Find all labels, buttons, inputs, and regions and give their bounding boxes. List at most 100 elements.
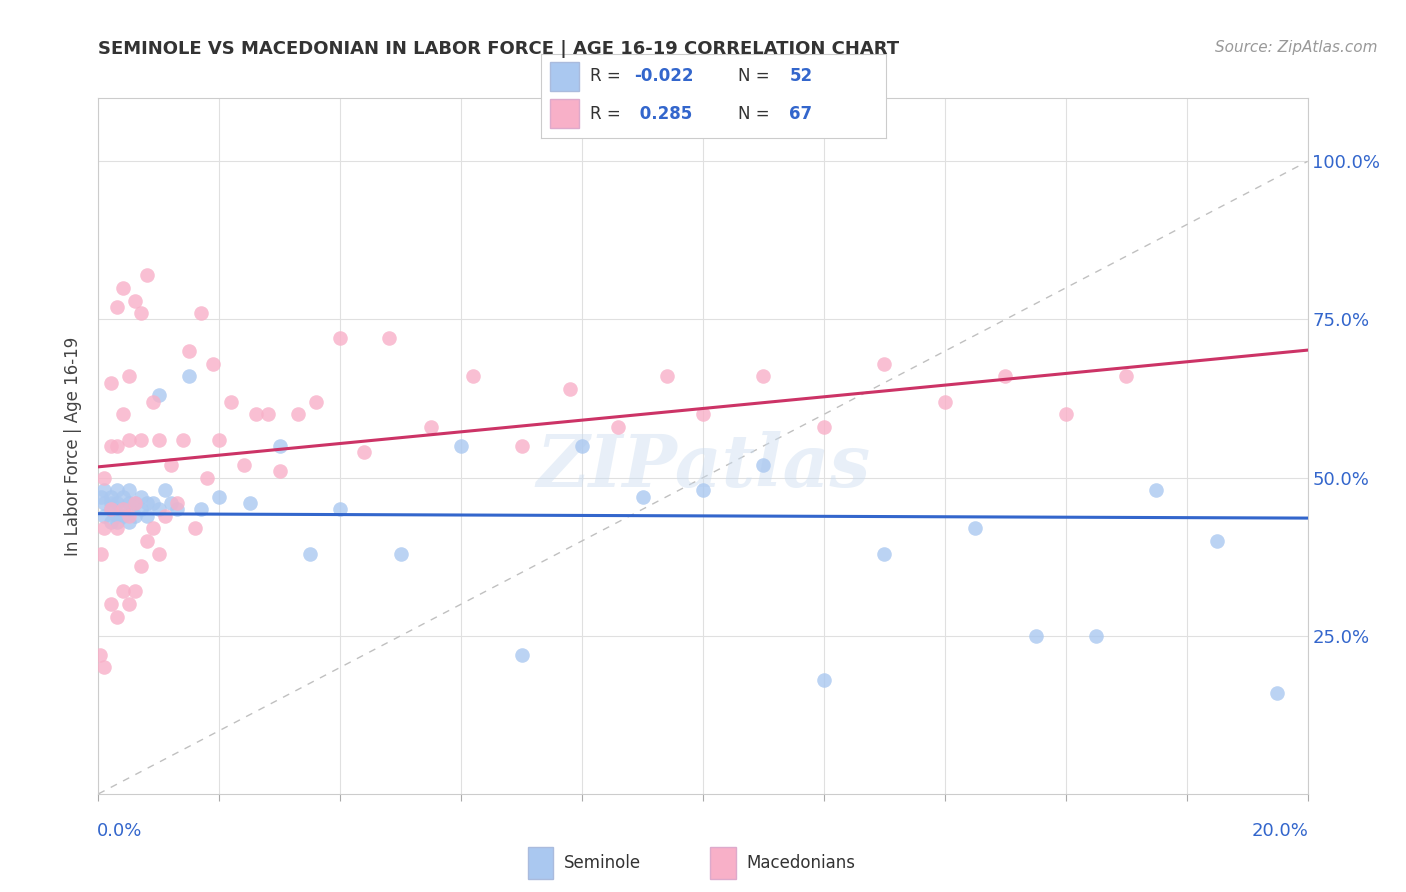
Point: [111, 502, 134, 516]
Point: [124, 584, 146, 599]
Point: [631, 490, 654, 504]
Y-axis label: In Labor Force | Age 16-19: In Labor Force | Age 16-19: [65, 336, 83, 556]
Point: [184, 521, 207, 535]
Point: [305, 394, 328, 409]
Text: 20.0%: 20.0%: [1251, 822, 1309, 839]
Bar: [550, 62, 579, 91]
Point: [752, 458, 775, 472]
Text: 0.285: 0.285: [634, 104, 693, 123]
Point: [129, 306, 152, 320]
Text: Seminole: Seminole: [564, 854, 641, 872]
Point: [135, 268, 157, 283]
Point: [111, 281, 134, 295]
Point: [692, 408, 714, 422]
Point: [873, 357, 896, 371]
Text: R =: R =: [589, 104, 626, 123]
Point: [142, 496, 165, 510]
Point: [160, 496, 183, 510]
Point: [93, 470, 115, 484]
Point: [1267, 686, 1289, 700]
Point: [287, 408, 309, 422]
Point: [450, 439, 472, 453]
Point: [1144, 483, 1167, 498]
Point: [90, 547, 112, 561]
Bar: [710, 847, 735, 880]
Point: [208, 433, 231, 447]
Point: [100, 502, 122, 516]
Point: [377, 331, 399, 345]
Point: [100, 376, 122, 390]
Point: [142, 394, 165, 409]
Point: [90, 490, 112, 504]
Point: [813, 420, 835, 434]
Point: [111, 490, 134, 504]
Point: [124, 508, 146, 523]
Point: [965, 521, 987, 535]
Text: Source: ZipAtlas.com: Source: ZipAtlas.com: [1215, 40, 1378, 55]
Text: SEMINOLE VS MACEDONIAN IN LABOR FORCE | AGE 16-19 CORRELATION CHART: SEMINOLE VS MACEDONIAN IN LABOR FORCE | …: [98, 40, 900, 58]
Point: [420, 420, 443, 434]
Point: [1206, 533, 1229, 548]
Point: [190, 502, 212, 516]
Point: [105, 515, 128, 529]
Point: [93, 521, 115, 535]
Point: [93, 496, 115, 510]
Text: 0.0%: 0.0%: [97, 822, 142, 839]
Point: [105, 508, 128, 523]
Point: [172, 433, 194, 447]
Point: [299, 547, 322, 561]
Point: [1115, 369, 1137, 384]
Point: [148, 388, 170, 402]
Point: [111, 584, 134, 599]
Point: [994, 369, 1017, 384]
Point: [353, 445, 375, 459]
Point: [105, 496, 128, 510]
Point: [166, 502, 188, 516]
Point: [118, 433, 141, 447]
Point: [118, 496, 141, 510]
Point: [124, 293, 146, 308]
Point: [93, 508, 115, 523]
Point: [148, 502, 170, 516]
Point: [463, 369, 485, 384]
Point: [269, 439, 291, 453]
Point: [105, 521, 128, 535]
Point: [245, 408, 267, 422]
Text: 67: 67: [789, 104, 813, 123]
Point: [93, 483, 115, 498]
Point: [179, 344, 201, 359]
Point: [232, 458, 254, 472]
Point: [118, 483, 141, 498]
Point: [153, 508, 176, 523]
Point: [135, 533, 157, 548]
Point: [752, 369, 775, 384]
Point: [1054, 408, 1077, 422]
Point: [510, 648, 533, 662]
Point: [934, 394, 956, 409]
Point: [148, 433, 170, 447]
Text: Macedonians: Macedonians: [747, 854, 856, 872]
Point: [195, 470, 218, 484]
Point: [208, 490, 231, 504]
Point: [153, 483, 176, 498]
Point: [329, 331, 352, 345]
Point: [129, 502, 152, 516]
Point: [873, 547, 896, 561]
Point: [607, 420, 630, 434]
Text: -0.022: -0.022: [634, 68, 693, 86]
Point: [100, 502, 122, 516]
Point: [118, 597, 141, 611]
Point: [269, 464, 291, 478]
Point: [105, 300, 128, 314]
Point: [111, 508, 134, 523]
Point: [89, 648, 111, 662]
Point: [129, 433, 152, 447]
Point: [256, 408, 278, 422]
Point: [655, 369, 678, 384]
Text: N =: N =: [738, 104, 775, 123]
Point: [105, 609, 128, 624]
Bar: [527, 847, 553, 880]
Point: [1024, 629, 1046, 643]
Point: [239, 496, 262, 510]
Point: [510, 439, 533, 453]
